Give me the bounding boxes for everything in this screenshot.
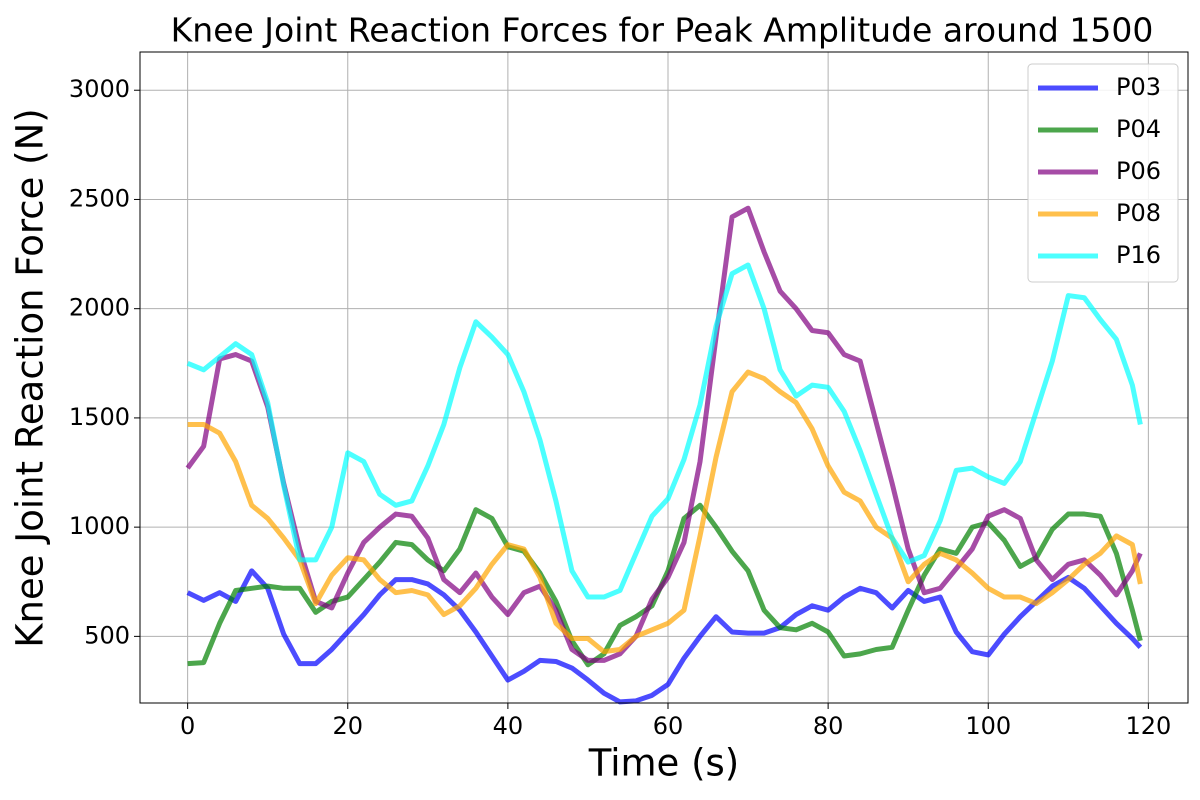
y-tick-label: 1000 [69, 512, 130, 540]
legend-label: P04 [1116, 115, 1161, 143]
data-line [186, 262, 1143, 600]
y-tick-label: 2000 [69, 294, 130, 322]
chart-title: Knee Joint Reaction Forces for Peak Ampl… [171, 11, 1154, 50]
plot-frame [139, 51, 1189, 704]
legend-label: P08 [1116, 199, 1161, 227]
legend-label: P06 [1116, 157, 1161, 185]
y-tick-label: 1500 [69, 403, 130, 431]
data-line [187, 369, 1143, 655]
legend-box [1027, 63, 1179, 283]
y-tick-label: 3000 [69, 75, 130, 103]
y-tick-label: 2500 [69, 184, 130, 212]
x-axis-label: Time (s) [588, 742, 739, 785]
y-tick-label: 500 [84, 621, 130, 649]
y-axis-label: Knee Joint Reaction Force (N) [9, 108, 52, 647]
data-line [185, 205, 1143, 663]
x-tick-label: 100 [965, 712, 1011, 740]
x-tick-label: 60 [653, 712, 684, 740]
x-tick-label: 20 [332, 712, 363, 740]
x-tick-label: 80 [813, 712, 844, 740]
legend-label: P03 [1116, 73, 1161, 101]
legend-label: P16 [1116, 241, 1161, 269]
data-line [186, 568, 1143, 705]
data-line [187, 502, 1143, 668]
x-tick-label: 120 [1125, 712, 1171, 740]
x-tick-label: 40 [493, 712, 524, 740]
x-tick-label: 0 [180, 712, 195, 740]
